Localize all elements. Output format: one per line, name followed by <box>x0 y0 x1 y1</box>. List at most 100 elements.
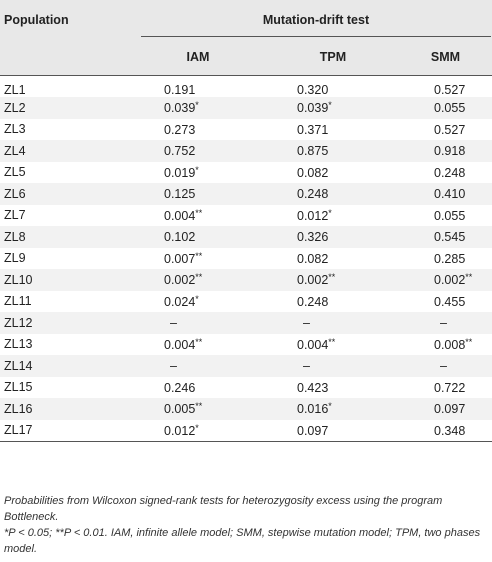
cell-value: ZL4 <box>4 143 26 158</box>
cell-value: 0.320 <box>297 83 329 97</box>
table-row: ZL17 0.012* 0.097 0.348 <box>0 420 492 442</box>
cell-value: 0.722 <box>434 380 466 395</box>
cell-value: ZL10 <box>4 272 33 287</box>
cell-value: 0.371 <box>297 122 329 137</box>
mutation-drift-table: Population Mutation-drift test IAM TPM S… <box>0 0 492 442</box>
table-row: ZL8 0.102 0.326 0.545 <box>0 226 492 248</box>
table-row: ZL2 0.039* 0.039* 0.055 <box>0 97 492 119</box>
significance-marker: ** <box>195 250 203 261</box>
iam-cell: – <box>130 355 267 377</box>
cell-value: ZL6 <box>4 186 26 201</box>
smm-header: SMM <box>430 50 461 64</box>
cell-value: – <box>303 359 310 374</box>
iam-cell: 0.004** <box>130 334 267 356</box>
cell-value: 0.423 <box>297 380 329 395</box>
table-row: ZL3 0.273 0.371 0.527 <box>0 119 492 141</box>
cell-value: ZL17 <box>4 423 33 437</box>
iam-cell: 0.012* <box>130 420 267 442</box>
population-cell: ZL11 <box>0 291 130 313</box>
iam-cell: 0.005** <box>130 398 267 420</box>
cell-value: ZL7 <box>4 208 26 223</box>
smm-cell: 0.527 <box>400 119 492 141</box>
significance-marker: * <box>195 164 199 175</box>
cell-value: 0.455 <box>434 294 466 309</box>
cell-value: 0.082 <box>297 251 329 266</box>
smm-cell: 0.097 <box>400 398 492 420</box>
population-cell: ZL9 <box>0 248 130 270</box>
smm-cell: 0.008** <box>400 334 492 356</box>
tpm-cell: 0.004** <box>267 334 400 356</box>
iam-cell: 0.102 <box>130 226 267 248</box>
iam-cell: 0.191 <box>130 76 267 97</box>
cell-value: – <box>440 359 447 374</box>
tpm-cell: 0.082 <box>267 162 400 184</box>
significance-marker: * <box>328 401 332 412</box>
cell-value: 0.016 <box>297 402 329 417</box>
tpm-cell: 0.371 <box>267 119 400 141</box>
cell-value: 0.097 <box>434 402 466 417</box>
cell-value: 0.002 <box>297 273 329 288</box>
table-row: ZL14 – – – <box>0 355 492 377</box>
header-row-group: Population Mutation-drift test <box>0 0 492 39</box>
header-row-columns: IAM TPM SMM <box>0 39 492 76</box>
cell-value: ZL12 <box>4 315 33 330</box>
population-cell: ZL12 <box>0 312 130 334</box>
cell-value: 0.285 <box>434 251 466 266</box>
iam-cell: 0.004** <box>130 205 267 227</box>
population-cell: ZL8 <box>0 226 130 248</box>
significance-marker: ** <box>465 272 473 283</box>
cell-value: 0.752 <box>164 144 196 159</box>
smm-cell: 0.285 <box>400 248 492 270</box>
tpm-cell: 0.039* <box>267 97 400 119</box>
population-cell: ZL6 <box>0 183 130 205</box>
population-cell: ZL10 <box>0 269 130 291</box>
cell-value: 0.082 <box>297 165 329 180</box>
cell-value: ZL3 <box>4 122 26 137</box>
tpm-header: TPM <box>319 50 347 64</box>
tpm-cell: 0.002** <box>267 269 400 291</box>
cell-value: 0.527 <box>434 83 466 97</box>
table-footnotes: Probabilities from Wilcoxon signed-rank … <box>4 493 490 557</box>
population-cell: ZL17 <box>0 420 130 442</box>
iam-cell: 0.125 <box>130 183 267 205</box>
significance-marker: * <box>195 422 199 433</box>
cell-value: 0.002 <box>164 273 196 288</box>
tpm-cell: 0.423 <box>267 377 400 399</box>
significance-marker: ** <box>465 336 473 347</box>
iam-cell: 0.002** <box>130 269 267 291</box>
significance-marker: ** <box>328 336 336 347</box>
table-row: ZL1 0.191 0.320 0.527 <box>0 76 492 98</box>
significance-marker: ** <box>328 272 336 283</box>
cell-value: 0.246 <box>164 380 196 395</box>
table-body: ZL1 0.191 0.320 0.527 ZL2 0.039* 0.039* 0.055 ZL… <box>0 76 492 442</box>
cell-value: ZL1 <box>4 82 26 97</box>
significance-marker: ** <box>195 272 203 283</box>
cell-value: – <box>170 359 177 374</box>
iam-cell: 0.039* <box>130 97 267 119</box>
tpm-cell: 0.082 <box>267 248 400 270</box>
population-cell: ZL15 <box>0 377 130 399</box>
cell-value: ZL11 <box>4 294 32 309</box>
tpm-cell: 0.326 <box>267 226 400 248</box>
tpm-cell: 0.012* <box>267 205 400 227</box>
cell-value: 0.918 <box>434 144 466 159</box>
cell-value: 0.024 <box>164 294 196 309</box>
population-cell: ZL5 <box>0 162 130 184</box>
iam-cell: 0.246 <box>130 377 267 399</box>
cell-value: ZL8 <box>4 229 26 244</box>
table-row: ZL12 – – – <box>0 312 492 334</box>
iam-header: IAM <box>186 50 210 64</box>
significance-marker: ** <box>195 401 203 412</box>
footnote-significance: *P < 0.05; **P < 0.01. IAM, infinite all… <box>4 527 481 555</box>
iam-cell: 0.024* <box>130 291 267 313</box>
iam-cell: 0.007** <box>130 248 267 270</box>
population-cell: ZL14 <box>0 355 130 377</box>
tpm-cell: 0.248 <box>267 183 400 205</box>
table-row: ZL9 0.007** 0.082 0.285 <box>0 248 492 270</box>
significance-marker: ** <box>195 207 203 218</box>
smm-cell: 0.002** <box>400 269 492 291</box>
table-row: ZL15 0.246 0.423 0.722 <box>0 377 492 399</box>
population-cell: ZL7 <box>0 205 130 227</box>
cell-value: 0.002 <box>434 273 466 288</box>
cell-value: 0.248 <box>297 294 329 309</box>
